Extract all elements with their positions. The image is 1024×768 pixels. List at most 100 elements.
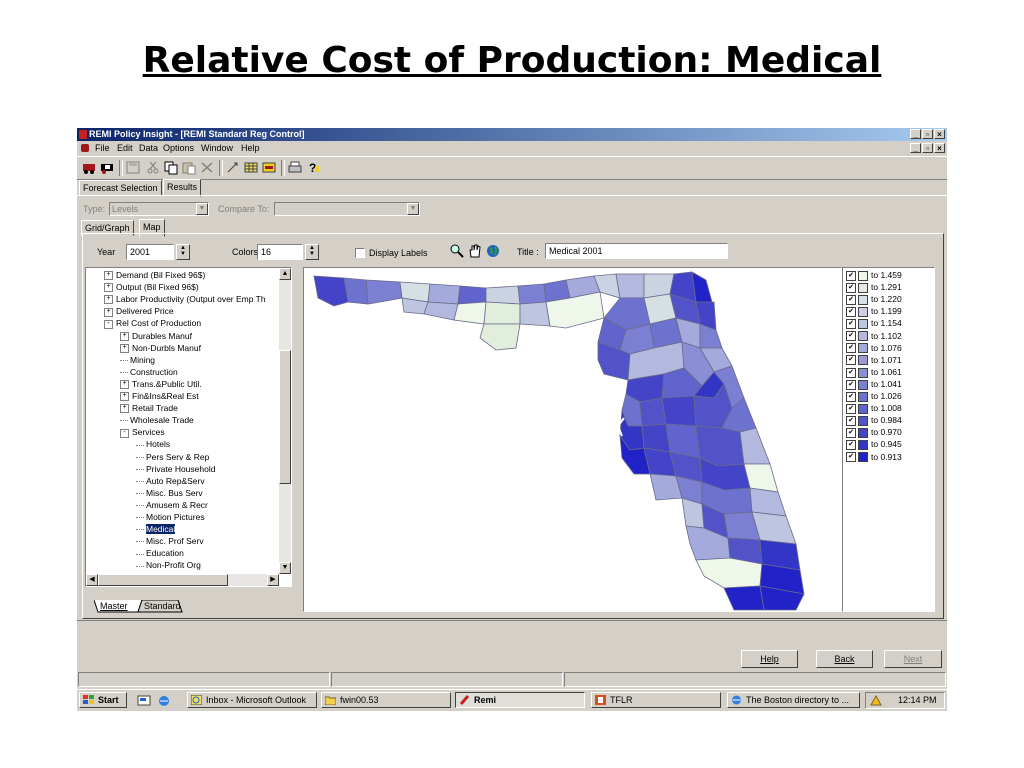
- legend-checkbox[interactable]: ✔: [846, 415, 856, 426]
- sheet-tab-master[interactable]: Master: [100, 601, 128, 611]
- scroll-right-button[interactable]: ▶: [267, 574, 279, 586]
- taskbar-folder[interactable]: fwin00.53: [321, 692, 451, 708]
- tree-item[interactable]: Misc. Bus Serv: [136, 487, 203, 499]
- close-button[interactable]: ×: [934, 129, 945, 139]
- tree-item[interactable]: + Labor Productivity (Output over Emp Th: [104, 293, 266, 305]
- colors-stepper[interactable]: ▲ ▼: [305, 244, 319, 260]
- next-button[interactable]: Next: [884, 650, 942, 668]
- menu-help[interactable]: Help: [241, 143, 260, 153]
- legend-checkbox[interactable]: ✔: [846, 367, 856, 378]
- tree-vertical-scrollbar[interactable]: ▲ ▼: [279, 268, 291, 574]
- legend-item[interactable]: ✔ to 1.220: [846, 294, 902, 305]
- legend-item[interactable]: ✔ to 1.061: [846, 367, 902, 378]
- tab-results[interactable]: Results: [163, 179, 202, 197]
- doc-restore-button[interactable]: ▫: [922, 143, 933, 153]
- scroll-thumb[interactable]: [279, 350, 291, 484]
- tree-item[interactable]: Hotels: [136, 438, 170, 450]
- copy-icon[interactable]: [163, 160, 179, 175]
- chevron-down-icon[interactable]: ▼: [196, 203, 208, 215]
- menu-data[interactable]: Data: [139, 143, 159, 153]
- delete-icon[interactable]: [199, 160, 215, 175]
- florida-choropleth[interactable]: [304, 268, 841, 611]
- legend-item[interactable]: ✔ to 1.071: [846, 355, 902, 366]
- tree-item[interactable]: + Non-Durbls Manuf: [120, 342, 201, 354]
- help-icon[interactable]: ?: [305, 160, 321, 175]
- taskbar-browser[interactable]: The Boston directory to ...: [727, 692, 860, 708]
- sheet-tab-standard[interactable]: Standard: [144, 601, 181, 611]
- help-button[interactable]: Help: [741, 650, 798, 668]
- expand-icon[interactable]: +: [120, 331, 129, 341]
- legend-item[interactable]: ✔ to 1.026: [846, 391, 902, 402]
- legend-checkbox[interactable]: ✔: [846, 331, 856, 342]
- taskbar-tflr[interactable]: TFLR: [591, 692, 721, 708]
- legend-checkbox[interactable]: ✔: [846, 319, 856, 330]
- expand-icon[interactable]: +: [120, 392, 129, 402]
- open-car-icon[interactable]: [81, 160, 97, 175]
- title-bar[interactable]: REMI Policy Insight - [REMI Standard Reg…: [77, 128, 947, 141]
- map-title-input[interactable]: Medical 2001: [545, 243, 728, 259]
- legend-checkbox[interactable]: ✔: [846, 294, 856, 305]
- tree-item[interactable]: Motion Pictures: [136, 511, 205, 523]
- legend-item[interactable]: ✔ to 1.102: [846, 331, 902, 342]
- internet-explorer-icon[interactable]: [157, 694, 171, 707]
- florida-county-map[interactable]: [303, 267, 842, 612]
- doc-minimize-button[interactable]: _: [910, 143, 921, 153]
- document-icon[interactable]: [81, 144, 89, 152]
- legend-checkbox[interactable]: ✔: [846, 440, 856, 451]
- colors-input[interactable]: 16: [257, 244, 303, 260]
- compare-select[interactable]: ▼: [274, 202, 420, 216]
- tree-item[interactable]: - Rel Cost of Production: [104, 317, 201, 329]
- year-input[interactable]: 2001: [126, 244, 174, 260]
- legend-checkbox[interactable]: ✔: [846, 282, 856, 293]
- tree-item[interactable]: Pers Serv & Rep: [136, 451, 209, 463]
- taskbar-remi[interactable]: Remi: [455, 692, 585, 708]
- legend-item[interactable]: ✔ to 0.913: [846, 452, 902, 463]
- tree-item[interactable]: Mining: [120, 354, 155, 366]
- legend-item[interactable]: ✔ to 1.154: [846, 318, 902, 330]
- scroll-left-button[interactable]: ◀: [86, 574, 98, 586]
- run-car-icon[interactable]: [99, 160, 115, 175]
- tree-item[interactable]: + Fin&Ins&Real Est: [120, 390, 199, 402]
- legend-checkbox[interactable]: ✔: [846, 379, 856, 390]
- expand-icon[interactable]: +: [104, 307, 113, 317]
- legend-item[interactable]: ✔ to 1.459: [846, 270, 902, 281]
- tree-item[interactable]: Wholesale Trade: [120, 414, 194, 426]
- legend-checkbox[interactable]: ✔: [846, 270, 856, 281]
- legend-checkbox[interactable]: ✔: [846, 355, 856, 366]
- chart-icon[interactable]: [261, 160, 277, 175]
- zoom-icon[interactable]: [449, 243, 465, 259]
- expand-icon[interactable]: +: [104, 283, 113, 293]
- legend-checkbox[interactable]: ✔: [846, 307, 856, 318]
- chevron-down-icon[interactable]: ▼: [407, 203, 419, 215]
- expand-icon[interactable]: +: [120, 404, 129, 414]
- maximize-button[interactable]: ▫: [922, 129, 933, 139]
- legend-item[interactable]: ✔ to 1.076: [846, 343, 902, 354]
- start-button[interactable]: Start: [79, 692, 127, 708]
- display-labels-checkbox[interactable]: [355, 248, 365, 258]
- tree-horizontal-scrollbar[interactable]: ◀ ▶: [86, 574, 279, 586]
- tree-item[interactable]: Medical: [136, 523, 176, 535]
- tree-item[interactable]: Misc. Prof Serv: [136, 535, 204, 547]
- legend-item[interactable]: ✔ to 0.945: [846, 439, 902, 451]
- legend-checkbox[interactable]: ✔: [846, 452, 856, 463]
- back-button[interactable]: Back: [816, 650, 873, 668]
- tree-item[interactable]: + Delivered Price: [104, 305, 174, 317]
- tree-item[interactable]: Non-Profit Org: [136, 559, 201, 571]
- expand-icon[interactable]: +: [104, 585, 113, 586]
- show-desktop-icon[interactable]: [137, 694, 151, 707]
- tray-icon[interactable]: [870, 695, 882, 706]
- tree-item[interactable]: + Output (Bil Fixed 96$): [104, 281, 199, 293]
- tab-forecast-selection[interactable]: Forecast Selection: [79, 180, 162, 196]
- globe-icon[interactable]: [485, 243, 501, 259]
- tree-item[interactable]: Private Household: [136, 463, 215, 475]
- tree-item[interactable]: + Trans.&Public Util.: [120, 378, 202, 390]
- legend-item[interactable]: ✔ to 0.984: [846, 415, 902, 426]
- tree-item[interactable]: + Durables Manuf: [120, 330, 192, 342]
- minimize-button[interactable]: _: [910, 129, 921, 139]
- legend-checkbox[interactable]: ✔: [846, 391, 856, 402]
- expand-icon[interactable]: +: [120, 343, 129, 353]
- hscroll-thumb[interactable]: [98, 574, 228, 586]
- legend-item[interactable]: ✔ to 0.970: [846, 427, 902, 439]
- menu-edit[interactable]: Edit: [117, 143, 133, 153]
- expand-icon[interactable]: +: [104, 295, 113, 305]
